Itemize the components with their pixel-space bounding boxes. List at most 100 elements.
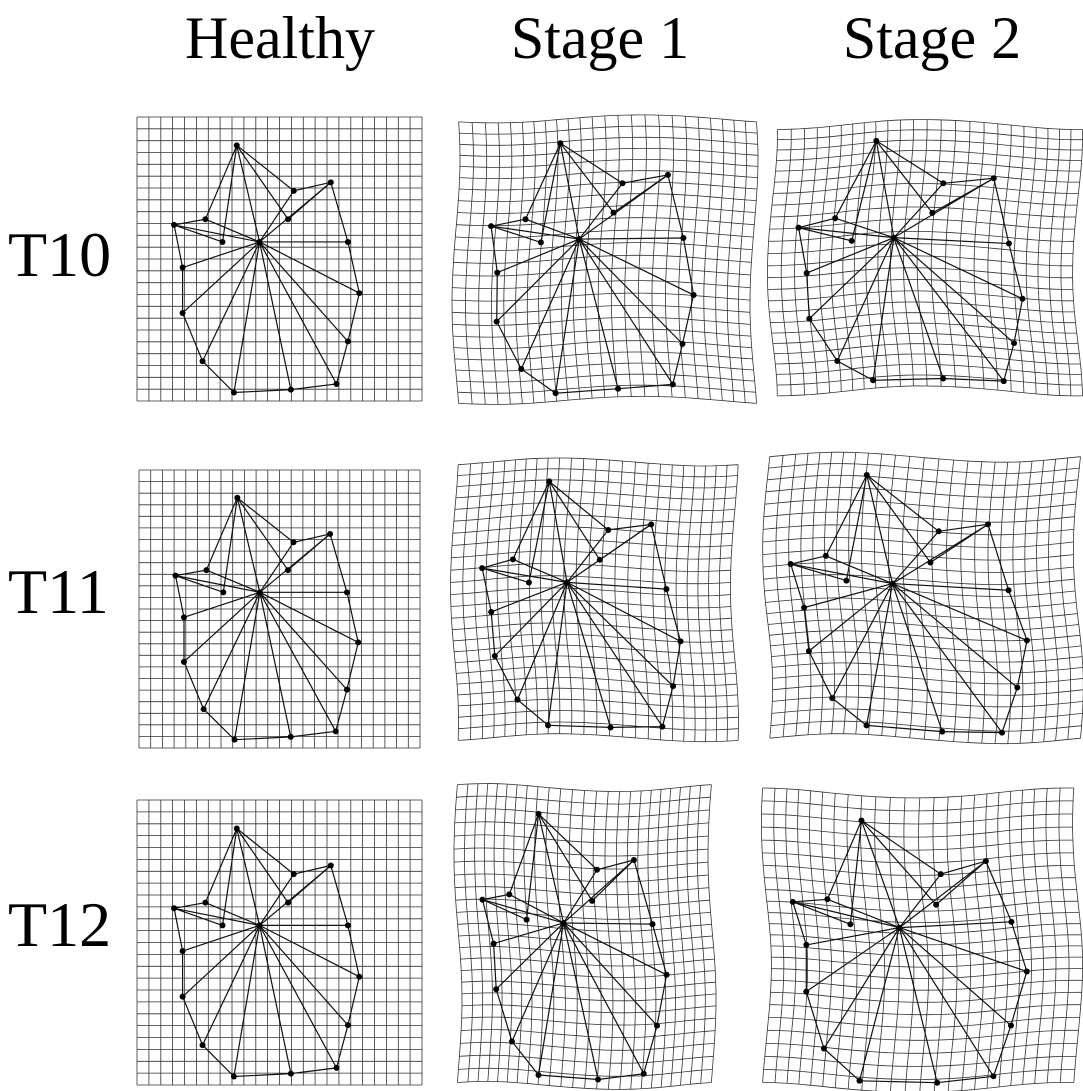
landmark-point (619, 180, 626, 187)
landmark-point (219, 922, 226, 929)
landmark-points (795, 137, 1026, 385)
landmark-point (935, 528, 942, 535)
landmark-point (873, 137, 880, 144)
landmark-point (848, 237, 855, 244)
landmark-point (535, 1072, 542, 1079)
landmark-point (937, 871, 944, 878)
landmark-point (669, 381, 676, 388)
landmark-point (344, 238, 351, 245)
landmark-point (863, 471, 870, 478)
landmark-point (202, 899, 209, 906)
panel-t10-col-2 (451, 114, 759, 405)
landmark-point (179, 993, 186, 1000)
landmark-point (670, 683, 677, 690)
landmark-points (479, 810, 670, 1083)
landmark-point (607, 724, 614, 731)
landmark-point (999, 729, 1006, 736)
landmark-point (234, 494, 241, 501)
landmark-point (490, 940, 497, 947)
landmark-point (934, 1079, 941, 1086)
landmark-point (1023, 637, 1030, 644)
landmark-shape (173, 144, 360, 394)
landmark-point (488, 223, 495, 230)
landmark-shape (481, 480, 682, 729)
landmark-point (285, 899, 292, 906)
landmark-point (333, 1064, 340, 1071)
landmark-point (870, 377, 877, 384)
landmark-point (514, 696, 521, 703)
deformation-grid (453, 783, 717, 1090)
landmark-point (690, 291, 697, 298)
landmark-point (344, 922, 351, 929)
deformation-grid (136, 799, 423, 1086)
landmark-point (332, 728, 339, 735)
landmark-point (929, 209, 936, 216)
landmark-point (939, 728, 946, 735)
landmark-point (327, 530, 334, 537)
deformation-grid (136, 116, 423, 402)
landmark-point (220, 589, 227, 596)
landmark-point (576, 236, 583, 243)
landmark-point (256, 589, 263, 596)
landmark-point (654, 1022, 661, 1029)
landmark-point (940, 375, 947, 382)
landmark-point (940, 180, 947, 187)
landmark-point (199, 1042, 206, 1049)
landmark-point (595, 1076, 602, 1083)
landmark-point (344, 1022, 351, 1029)
landmark-point (179, 309, 186, 316)
landmark-point (1011, 340, 1018, 347)
landmark-point (202, 216, 209, 223)
column-label-healthy: Healthy (185, 5, 375, 71)
landmark-point (801, 604, 808, 611)
landmark-point (203, 567, 210, 574)
landmark-point (493, 986, 500, 993)
landmark-point (649, 921, 656, 928)
landmark-point (1000, 378, 1007, 385)
panel-t10-col-1 (136, 116, 423, 402)
landmark-point (787, 561, 794, 568)
landmark-point (824, 896, 831, 903)
landmark-point (596, 556, 603, 563)
deformation-grid (138, 469, 421, 749)
landmark-point (233, 825, 240, 832)
column-label-stage-1: Stage 1 (510, 5, 690, 71)
landmark-point (806, 315, 813, 322)
landmark-point (805, 648, 812, 655)
row-label-t10: T10 (8, 219, 112, 290)
landmark-point (615, 385, 622, 392)
landmark-point (230, 1073, 237, 1080)
landmark-point (230, 389, 237, 396)
landmark-point (610, 209, 617, 216)
landmark-point (333, 380, 340, 387)
landmark-point (1005, 240, 1012, 247)
landmark-point (803, 988, 810, 995)
landmark-point (327, 179, 334, 186)
landmark-point (1014, 684, 1021, 691)
landmark-point (523, 916, 530, 923)
landmark-point (679, 340, 686, 347)
landmark-point (847, 921, 854, 928)
landmark-shape (173, 827, 360, 1078)
landmark-point (889, 580, 896, 587)
landmark-point (172, 572, 179, 579)
landmark-point (803, 270, 810, 277)
panel-t12-col-1 (136, 799, 423, 1086)
landmark-point (680, 235, 687, 242)
landmark-point (518, 366, 525, 373)
landmark-point (344, 338, 351, 345)
landmark-point (508, 1038, 515, 1045)
landmark-point (795, 224, 802, 231)
landmark-points (488, 140, 697, 397)
landmark-point (630, 857, 637, 864)
landmark-point (219, 238, 226, 245)
landmark-point (1005, 587, 1012, 594)
column-label-stage-2: Stage 2 (842, 5, 1022, 71)
landmark-shape (481, 812, 668, 1081)
landmark-point (284, 567, 291, 574)
landmark-point (545, 722, 552, 729)
landmark-point (663, 586, 670, 593)
landmark-point (593, 866, 600, 873)
landmark-point (832, 215, 839, 222)
